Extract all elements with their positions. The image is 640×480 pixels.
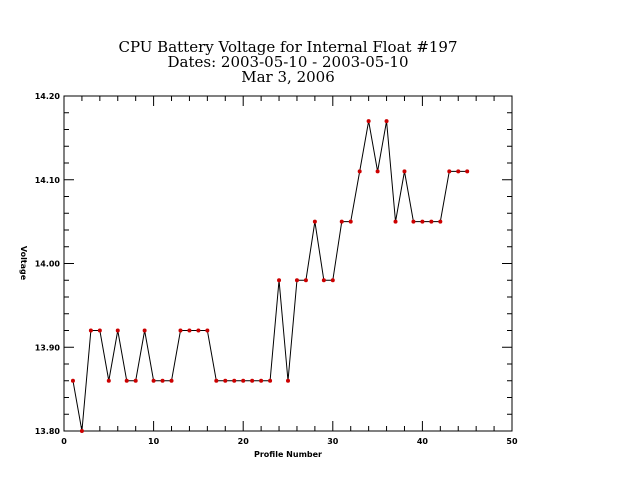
chart-title-line-2: Dates: 2003-05-10 - 2003-05-10 [168, 53, 409, 71]
x-tick-label: 40 [417, 437, 429, 446]
x-tick-label: 20 [238, 437, 250, 446]
x-tick-label: 0 [61, 437, 67, 446]
data-point [277, 278, 282, 283]
data-point [97, 328, 102, 333]
data-point [88, 328, 93, 333]
data-point [169, 378, 174, 383]
data-point [375, 169, 380, 174]
data-point [393, 219, 398, 224]
x-tick-label: 30 [327, 437, 339, 446]
x-axis-ticks: 0 10 20 30 40 50 [61, 96, 518, 446]
data-point [196, 328, 201, 333]
data-point [312, 219, 317, 224]
data-point [241, 378, 246, 383]
data-point [456, 169, 461, 174]
data-point [160, 378, 165, 383]
y-tick-label: 13.90 [35, 343, 61, 352]
data-point [133, 378, 138, 383]
x-tick-label: 50 [506, 437, 518, 446]
data-point [357, 169, 362, 174]
data-point [348, 219, 353, 224]
chart-title-line-3: Mar 3, 2006 [241, 68, 335, 86]
data-point [429, 219, 434, 224]
data-point [124, 378, 129, 383]
data-point [187, 328, 192, 333]
data-point [420, 219, 425, 224]
chart-title-line-1: CPU Battery Voltage for Internal Float #… [118, 38, 457, 56]
data-point [366, 119, 371, 124]
data-point [70, 378, 75, 383]
data-point [106, 378, 111, 383]
data-point [330, 278, 335, 283]
y-tick-label: 13.80 [35, 427, 61, 436]
series-line [72, 121, 468, 432]
data-point [321, 278, 326, 283]
series-markers [70, 119, 470, 433]
data-point [268, 378, 273, 383]
data-point [142, 328, 147, 333]
data-point [205, 328, 210, 333]
data-point [339, 219, 344, 224]
data-point [250, 378, 255, 383]
data-point [402, 169, 407, 174]
data-point [232, 378, 237, 383]
data-point [214, 378, 219, 383]
y-tick-label: 14.10 [35, 176, 61, 185]
data-point [151, 378, 156, 383]
y-axis-label: Voltage [19, 246, 28, 281]
data-point [294, 278, 299, 283]
data-point [303, 278, 308, 283]
data-point [384, 119, 389, 124]
data-point [465, 169, 470, 174]
data-point [223, 378, 228, 383]
data-point [259, 378, 264, 383]
x-axis-label: Profile Number [254, 450, 322, 459]
y-axis-ticks: 13.80 13.90 14.00 14.10 14.20 [35, 92, 512, 436]
x-tick-label: 10 [148, 437, 160, 446]
data-point [438, 219, 443, 224]
data-point [79, 429, 84, 433]
data-point [447, 169, 452, 174]
data-point [411, 219, 416, 224]
y-tick-label: 14.20 [35, 92, 61, 101]
data-point [286, 378, 290, 383]
data-point [115, 328, 120, 333]
y-tick-label: 14.00 [35, 260, 61, 269]
data-point [178, 328, 183, 333]
